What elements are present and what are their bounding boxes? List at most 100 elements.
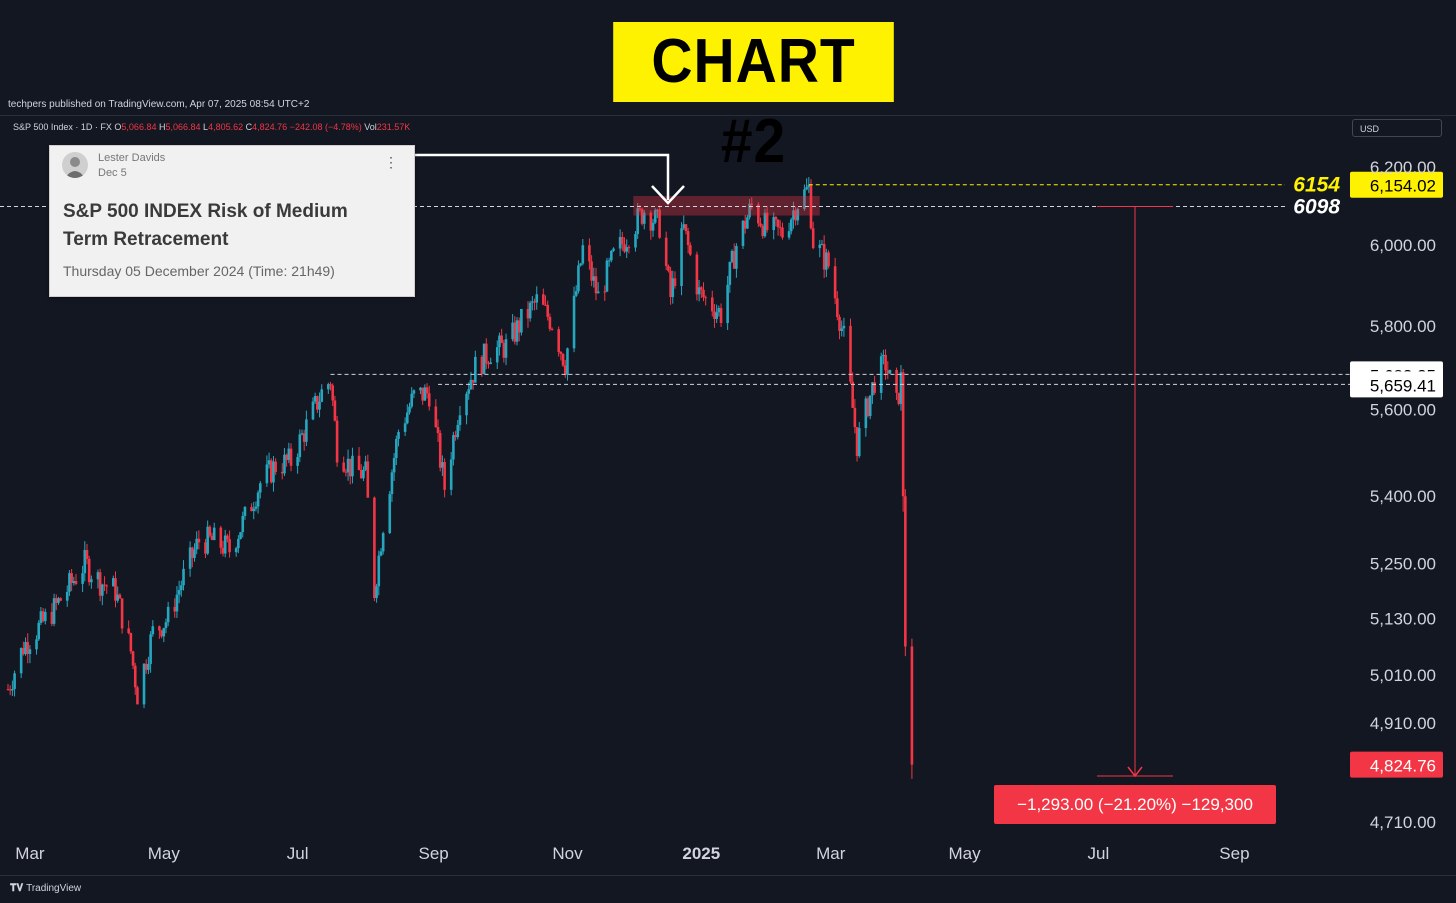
candle-body	[910, 646, 914, 765]
candle-body	[259, 483, 262, 493]
candle-body	[362, 469, 365, 479]
candle-body	[888, 369, 892, 374]
candle-body	[331, 385, 335, 401]
candle-body	[52, 598, 56, 624]
candle-body	[579, 263, 582, 266]
candle-body	[283, 454, 286, 474]
candle-body	[438, 433, 442, 468]
candle-body	[406, 412, 409, 424]
candle-body	[610, 250, 613, 261]
candle-body	[838, 316, 841, 331]
currency-selector[interactable]: USD	[1352, 119, 1442, 137]
candle-body	[133, 665, 137, 688]
candle-body	[495, 347, 499, 363]
candle-body	[715, 312, 718, 320]
vertical-dots-icon[interactable]: ⋮	[384, 154, 398, 170]
candle-body	[142, 663, 146, 705]
candle-body	[686, 231, 690, 246]
candle-body	[427, 393, 431, 407]
candle-body	[851, 381, 854, 408]
candle-body	[136, 687, 139, 705]
candle-body	[381, 533, 385, 552]
candle-body	[794, 210, 797, 221]
candle-body	[511, 322, 514, 340]
candle-body	[594, 276, 598, 294]
y-tick-label: 5,250.00	[1370, 554, 1436, 573]
candle-body	[313, 396, 317, 402]
candle-body	[147, 663, 150, 670]
candle-body	[333, 400, 337, 421]
candle-body	[458, 415, 462, 425]
candle-body	[748, 203, 751, 218]
y-tick-label: 5,010.00	[1370, 666, 1436, 685]
candle-body	[895, 369, 898, 393]
candle-body	[653, 210, 657, 223]
measure-text: −1,293.00 (−21.20%) −129,300	[1017, 795, 1253, 814]
candle-body	[548, 316, 552, 329]
idea-timestamp: Thursday 05 December 2024 (Time: 21h49)	[63, 263, 335, 279]
y-tick-label: 5,400.00	[1370, 487, 1436, 506]
author-avatar	[62, 152, 88, 178]
candle-body	[559, 351, 563, 354]
candle-body	[792, 210, 795, 220]
candle-body	[228, 539, 231, 553]
support-2-tag: 5,659.41	[1370, 376, 1436, 395]
candle-body	[577, 265, 580, 292]
candle-body	[772, 217, 775, 230]
candle-body	[164, 622, 168, 629]
candle-body	[761, 226, 765, 237]
candle-body	[713, 311, 716, 320]
candle-body	[651, 222, 655, 231]
candle-body	[68, 573, 71, 592]
candle-body	[827, 252, 830, 267]
candle-body	[423, 387, 427, 401]
candle-body	[366, 461, 370, 498]
candle-body	[732, 250, 736, 269]
candle-body	[287, 448, 291, 460]
candle-body	[774, 217, 778, 220]
candle-body	[484, 343, 488, 364]
candle-body	[452, 435, 455, 460]
candle-body	[680, 228, 683, 286]
candle-body	[221, 547, 225, 554]
candle-body	[37, 622, 41, 640]
candle-body	[640, 208, 644, 224]
last-price-tag: 4,824.76	[1370, 757, 1436, 776]
candle-body	[807, 184, 811, 188]
candle-body	[574, 291, 578, 296]
candle-body	[434, 406, 438, 428]
candle-body	[412, 390, 416, 394]
candle-body	[6, 689, 10, 691]
candle-body	[811, 228, 815, 249]
candle-body	[103, 584, 106, 586]
candle-body	[177, 589, 181, 595]
chart-frame[interactable]	[0, 115, 1456, 876]
candle-body	[897, 392, 901, 404]
candle-body	[605, 260, 609, 292]
candle-body	[787, 231, 791, 238]
candle-body	[803, 189, 806, 210]
candle-body	[759, 223, 762, 227]
candle-body	[517, 320, 521, 333]
candle-body	[664, 237, 668, 267]
candle-body	[592, 276, 596, 281]
candle-body	[658, 209, 661, 238]
idea-card[interactable]: Lester Davids Dec 5 ⋮ S&P 500 INDEX Risk…	[49, 145, 415, 297]
candle-body	[419, 387, 422, 391]
candle-body	[320, 389, 324, 402]
low-value: 4,805.62	[208, 122, 244, 132]
candle-body	[603, 291, 607, 293]
candle-body	[436, 427, 440, 434]
candle-body	[726, 284, 729, 324]
candle-body	[465, 393, 468, 416]
candle-body	[256, 492, 260, 507]
candle-body	[50, 611, 54, 624]
candle-body	[237, 538, 240, 549]
idea-headline[interactable]: S&P 500 INDEX Risk of Medium Term Retrac…	[63, 201, 348, 250]
candle-body	[561, 353, 565, 366]
chart-title: CHART #2	[613, 22, 894, 176]
candle-body	[166, 606, 170, 623]
candle-body	[818, 244, 822, 249]
tradingview-logo[interactable]: 𝐓𝐕 TradingView	[10, 883, 82, 894]
